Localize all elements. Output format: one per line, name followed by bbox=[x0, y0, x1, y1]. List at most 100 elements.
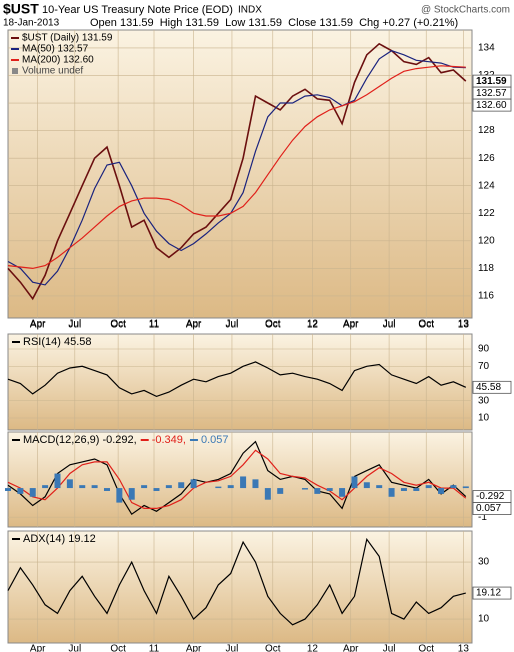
histogram-bar bbox=[54, 473, 61, 489]
series-line bbox=[7, 440, 467, 516]
histogram-bar bbox=[425, 485, 432, 489]
x-tick-label: Apr bbox=[343, 320, 359, 331]
x-tick-label: 13 bbox=[458, 644, 470, 652]
x-tick-label: Oct bbox=[110, 319, 126, 330]
x-tick-label: Jul bbox=[383, 319, 396, 330]
x-tick-label: Jul bbox=[383, 320, 396, 331]
y-tick-label: 124 bbox=[478, 180, 495, 191]
histogram-bar bbox=[190, 479, 197, 489]
last-value-box bbox=[472, 380, 512, 394]
series-line bbox=[7, 537, 466, 626]
x-tick-label: Jul bbox=[68, 644, 81, 652]
x-tick-label: Oct bbox=[418, 320, 434, 331]
histogram-bar bbox=[351, 476, 358, 489]
histogram-bar bbox=[376, 485, 383, 489]
histogram-bar bbox=[29, 488, 36, 497]
histogram-bar bbox=[79, 485, 86, 489]
y-tick-label: 126 bbox=[478, 153, 495, 164]
last-value-label: 132.60 bbox=[476, 100, 507, 111]
series-line bbox=[7, 361, 467, 398]
x-tick-label: Apr bbox=[186, 319, 202, 330]
panel-label: 0.057 bbox=[201, 434, 229, 446]
panel-label: -0.349, bbox=[152, 434, 186, 446]
x-tick-label: Apr bbox=[343, 319, 359, 330]
histogram-bar bbox=[339, 488, 346, 497]
y-tick-label: 120 bbox=[478, 235, 495, 246]
x-tick-label: Jul bbox=[226, 320, 239, 331]
symbol: $UST bbox=[3, 1, 39, 17]
series-line bbox=[7, 42, 467, 301]
x-tick-label: Jul bbox=[226, 644, 239, 652]
histogram-bar bbox=[326, 488, 333, 491]
legend-label: $UST (Daily) 131.59 bbox=[22, 33, 113, 44]
y-tick-label: -1 bbox=[478, 512, 487, 523]
x-tick-label: Apr bbox=[30, 320, 46, 331]
exchange: INDX bbox=[238, 5, 262, 16]
panel bbox=[7, 530, 473, 644]
last-value-label: 131.59 bbox=[476, 76, 507, 87]
histogram-bar bbox=[252, 479, 259, 489]
histogram-bar bbox=[400, 488, 407, 491]
histogram-bar bbox=[91, 485, 98, 489]
histogram-bar bbox=[17, 488, 24, 494]
chart-title: 10-Year US Treasury Note Price (EOD) bbox=[42, 4, 233, 16]
x-tick-label: Apr bbox=[343, 644, 359, 652]
histogram-bar bbox=[240, 476, 247, 489]
series-line bbox=[7, 65, 466, 270]
x-tick-label: Jul bbox=[68, 319, 81, 330]
histogram-bar bbox=[66, 479, 73, 489]
panel bbox=[7, 333, 473, 431]
histogram-bar bbox=[178, 482, 185, 489]
histogram-bar bbox=[5, 488, 11, 491]
y-tick-label: 134 bbox=[478, 43, 495, 54]
y-tick-label: 10 bbox=[478, 614, 490, 625]
last-value-box bbox=[472, 502, 512, 515]
histogram-bar bbox=[215, 486, 222, 489]
histogram-bar bbox=[141, 485, 148, 489]
y-tick-label: 90 bbox=[478, 344, 490, 355]
x-tick-label: Oct bbox=[110, 320, 126, 331]
y-tick-label: 70 bbox=[478, 361, 490, 372]
y-tick-label: 116 bbox=[478, 291, 494, 302]
x-tick-label: 13 bbox=[458, 319, 470, 330]
histogram-bar bbox=[128, 488, 135, 500]
source: @ StockCharts.com bbox=[421, 5, 510, 16]
x-tick-label: 12 bbox=[307, 319, 319, 330]
x-tick-label: Oct bbox=[110, 644, 126, 652]
y-tick-label: 30 bbox=[478, 557, 490, 568]
last-value-label: 132.57 bbox=[476, 88, 507, 99]
x-tick-label: 12 bbox=[307, 320, 319, 331]
panel-label: ADX(14) 19.12 bbox=[23, 533, 96, 545]
panel-label: RSI(14) 45.58 bbox=[23, 336, 91, 348]
legend-label: Volume undef bbox=[22, 66, 83, 77]
histogram-bar bbox=[116, 488, 123, 503]
series-line bbox=[7, 50, 466, 286]
last-value-box bbox=[472, 586, 512, 600]
y-tick-label: 30 bbox=[478, 395, 490, 406]
x-tick-label: 11 bbox=[149, 644, 160, 652]
x-tick-label: 11 bbox=[149, 320, 160, 331]
y-tick-label: 10 bbox=[478, 413, 490, 424]
last-value-label: 0.057 bbox=[476, 503, 501, 514]
last-value-label: -0.292 bbox=[476, 491, 505, 502]
stats: Open 131.59 High 131.59 Low 131.59 Close… bbox=[90, 17, 458, 29]
panel-label: MACD(12,26,9) -0.292, bbox=[23, 434, 137, 446]
x-tick-label: Jul bbox=[226, 319, 239, 330]
y-tick-label: 122 bbox=[478, 208, 495, 219]
x-tick-label: Apr bbox=[30, 319, 46, 330]
panel bbox=[7, 431, 473, 528]
y-tick-label: 128 bbox=[478, 125, 495, 136]
histogram-bar bbox=[462, 486, 469, 489]
x-tick-label: Oct bbox=[418, 644, 434, 652]
series-line bbox=[7, 449, 467, 509]
histogram-bar bbox=[450, 485, 457, 489]
x-tick-label: Oct bbox=[265, 319, 281, 330]
histogram-bar bbox=[103, 488, 110, 491]
histogram-bar bbox=[301, 488, 308, 490]
x-tick-label: 13 bbox=[458, 320, 470, 331]
last-value-box bbox=[472, 98, 512, 112]
last-value-label: 45.58 bbox=[476, 382, 501, 393]
legend-label: MA(200) 132.60 bbox=[22, 55, 94, 66]
histogram-bar bbox=[42, 485, 49, 489]
x-tick-label: Jul bbox=[68, 320, 81, 331]
